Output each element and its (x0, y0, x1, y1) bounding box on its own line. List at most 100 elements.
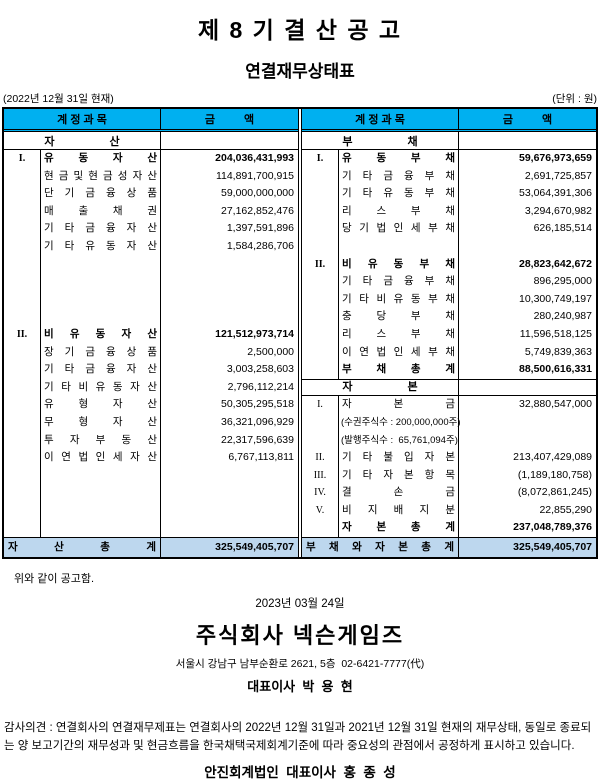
account-label (40, 290, 160, 309)
table-row: 단 기 금 융 상 품 59,000,000,000 (4, 185, 298, 203)
ceo-name: 대표이사 박 용 현 (247, 679, 353, 695)
liabilities-section-row: 부 채 (302, 132, 596, 150)
amount-value: 10,300,749,197 (458, 290, 596, 309)
amount-value: 3,294,670,982 (458, 202, 596, 221)
row-numeral: III. (313, 469, 327, 481)
account-label: 리 스 부 채 (338, 325, 458, 344)
amount-value: 22,317,596,639 (160, 431, 298, 450)
row-numeral (302, 238, 338, 256)
assets-header-row: 계 정 과 목 금 액 (4, 109, 298, 132)
assets-column: 계 정 과 목 금 액 자 산 I. 유 동 자 산 204,036,431,993… (4, 109, 299, 558)
account-label: 투 자 부 동 산 (40, 431, 160, 450)
amount-header: 금 액 (160, 109, 298, 129)
table-row (4, 308, 298, 326)
account-label: 매 출 채 권 (40, 202, 160, 221)
account-label: 기 타 금 융 자 산 (40, 220, 160, 238)
row-numeral (4, 203, 40, 221)
row-numeral (4, 291, 40, 309)
amount-value: 50,305,295,518 (160, 396, 298, 414)
amount-value: 1,397,591,896 (160, 220, 298, 238)
account-label: 부 채 총 계 (338, 361, 458, 379)
amount-value: (8,072,861,245) (458, 484, 596, 502)
account-label: 자 본 금 (338, 396, 458, 414)
company-name: 주식회사 넥슨게임즈 (195, 623, 405, 649)
row-numeral (4, 185, 40, 203)
amount-value: 36,321,096,929 (160, 413, 298, 432)
row-numeral (302, 308, 338, 326)
currency-unit: (단위 : 원) (552, 93, 597, 105)
account-label: 유 형 자 산 (40, 396, 160, 414)
amount-value: 1,584,286,706 (160, 237, 298, 256)
table-row: IV. 결 손 금 (8,072,861,245) (302, 484, 596, 502)
account-header: 계 정 과 목 (57, 114, 107, 126)
account-label (40, 255, 160, 274)
assets-total-row: 자 산 총 계 325,549,405,707 (4, 537, 298, 558)
row-numeral (4, 502, 40, 520)
account-label: 기 타 불 입 자 본 (338, 449, 458, 467)
section-label: 자 본 (342, 380, 418, 393)
empty-amount-cell (458, 132, 596, 149)
table-row: 리 스 부 채 3,294,670,982 (302, 202, 596, 221)
balance-sheet-table: 계 정 과 목 금 액 자 산 I. 유 동 자 산 204,036,431,993… (2, 107, 598, 560)
account-label: 기 타 비 유 동 부 채 (338, 290, 458, 309)
amount-value: 2,691,725,857 (458, 167, 596, 186)
account-label: 비 유 동 부 채 (338, 255, 458, 274)
account-label: 단 기 금 융 상 품 (40, 185, 160, 203)
assets-section-row: 자 산 (4, 132, 298, 150)
table-row (4, 273, 298, 291)
amount-value: 27,162,852,476 (160, 202, 298, 221)
row-numeral: I. (316, 153, 324, 164)
account-label: 결 손 금 (338, 484, 458, 502)
total-label: 부 채 와 자 본 총 계 (306, 541, 454, 554)
table-row: I. 자 본 금 32,880,547,000 (302, 396, 596, 414)
amount-value: 59,000,000,000 (160, 185, 298, 203)
row-numeral (4, 519, 40, 537)
statement-title: 연결재무상태표 (245, 62, 355, 81)
account-label: 당 기 법 인 세 부 채 (338, 220, 458, 238)
row-numeral (302, 291, 338, 309)
table-row (4, 466, 298, 485)
liabilities-equity-column: 계 정 과 목 금 액 부 채 I. 유 동 부 채 59,676,973,659 … (301, 109, 596, 558)
amount-value: 280,240,987 (458, 308, 596, 326)
table-row: 기 타 금 융 자 산 1,397,591,896 (4, 220, 298, 238)
amount-value: 32,880,547,000 (458, 396, 596, 414)
amount-value (160, 273, 298, 291)
row-numeral (4, 220, 40, 238)
row-numeral (4, 273, 40, 291)
row-numeral (302, 220, 338, 238)
amount-value (160, 290, 298, 309)
liabilities-header-row: 계 정 과 목 금 액 (302, 109, 596, 132)
table-row: 충 당 부 채 280,240,987 (302, 308, 596, 326)
table-row: (수권주식수 : 200,000,000주) (302, 413, 596, 432)
table-row (4, 290, 298, 309)
table-row: (발행주식수 : 65,761,094주) (302, 431, 596, 450)
account-label: 비 지 배 지 분 (338, 501, 458, 520)
amount-value: 6,767,113,811 (160, 449, 298, 467)
account-label: 유 동 부 채 (338, 150, 458, 168)
amount-value (160, 466, 298, 485)
row-numeral (302, 361, 338, 379)
row-numeral (302, 273, 338, 291)
row-numeral: IV. (314, 487, 326, 499)
table-row: 장 기 금 융 상 품 2,500,000 (4, 343, 298, 362)
amount-header: 금 액 (458, 109, 596, 129)
empty-amount-cell (458, 379, 596, 396)
amount-value: 237,048,789,376 (458, 519, 596, 538)
table-row: 현 금 및 현 금 성 자 산 114,891,700,915 (4, 167, 298, 186)
account-label (338, 237, 458, 256)
row-numeral (302, 414, 338, 432)
company-address: 서울시 강남구 남부순환로 2621, 5층 02-6421-7777(代) (175, 658, 425, 671)
amount-value: 2,796,112,214 (160, 378, 298, 397)
row-numeral (4, 361, 40, 379)
center-divider (299, 109, 301, 558)
table-row: 기 타 유 동 부 채 53,064,391,306 (302, 185, 596, 203)
amount-value: 28,823,642,672 (458, 255, 596, 274)
total-label: 자 산 총 계 (8, 541, 156, 554)
audit-opinion: 감사의견 : 연결회사의 연결재무제표는 연결회사의 2022년 12월 31일… (4, 722, 592, 752)
amount-value (458, 431, 596, 450)
table-row: 유 형 자 산 50,305,295,518 (4, 396, 298, 414)
table-row (302, 237, 596, 256)
amount-value: 11,596,518,125 (458, 325, 596, 344)
table-row: II. 기 타 불 입 자 본 213,407,429,089 (302, 449, 596, 467)
